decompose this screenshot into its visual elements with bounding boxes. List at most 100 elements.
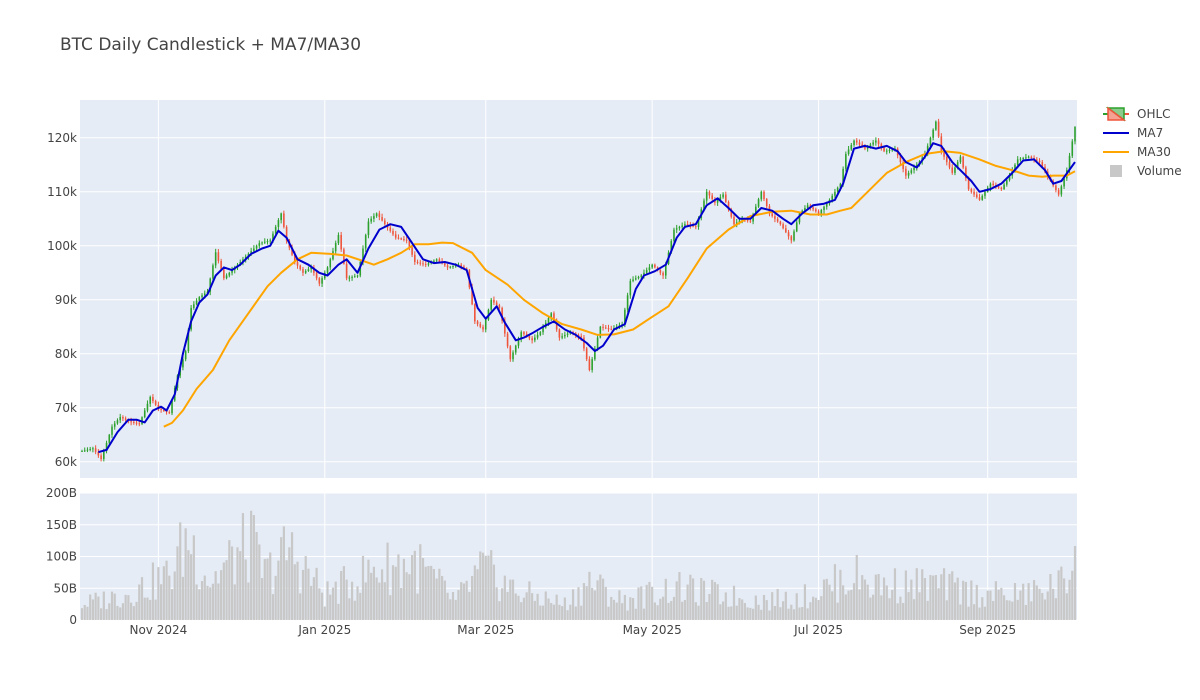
volume-bar <box>116 605 119 620</box>
volume-bar <box>631 598 635 620</box>
volume-bar <box>912 599 916 620</box>
volume-bar <box>972 604 976 620</box>
candle-body <box>847 149 850 154</box>
candle-body <box>198 297 201 301</box>
candle-body <box>774 216 776 219</box>
volume-bar <box>1022 583 1025 620</box>
volume-bar <box>806 608 809 620</box>
volume-bar <box>440 576 444 620</box>
candle-body <box>935 121 937 130</box>
ohlc-down-icon <box>1107 106 1127 121</box>
volume-bar <box>195 584 198 620</box>
volume-bar <box>629 597 632 620</box>
volume-bar <box>108 603 111 620</box>
candle-body <box>675 228 678 230</box>
volume-bar <box>438 568 441 620</box>
volume-bar <box>978 607 981 620</box>
candle-body <box>351 276 353 278</box>
candle-body <box>534 337 536 341</box>
volume-bar <box>509 579 512 620</box>
volume-bar <box>386 542 389 620</box>
price-tick-label: 120k <box>47 131 77 145</box>
candle-body <box>662 272 664 276</box>
candle-body <box>424 264 427 266</box>
candle-body <box>850 145 853 150</box>
volume-bar <box>754 595 757 620</box>
volume-bar <box>522 597 526 620</box>
candle-body <box>651 264 653 268</box>
volume-bar <box>110 591 114 620</box>
candle-body <box>640 275 643 277</box>
candle-body <box>697 218 700 227</box>
volume-bar <box>907 592 910 620</box>
candle-body <box>771 213 773 217</box>
volume-bar <box>659 598 662 620</box>
candle-body <box>779 221 782 225</box>
volume-bar <box>228 540 231 620</box>
volume-bar <box>476 569 479 620</box>
volume-bar <box>462 583 466 620</box>
volume-bar <box>962 580 965 620</box>
candle-body <box>392 230 394 235</box>
volume-bar <box>1046 591 1049 620</box>
volume-bar <box>372 566 375 620</box>
candle-body <box>624 309 626 325</box>
volume-bar <box>320 592 324 620</box>
candle-body <box>591 359 593 370</box>
volume-bar <box>225 560 228 620</box>
legend-item-ohlc[interactable]: OHLC <box>1103 106 1171 122</box>
candle-body <box>798 213 801 223</box>
volume-bar <box>200 581 204 620</box>
volume-bar <box>596 580 599 620</box>
candle-body <box>89 448 91 450</box>
volume-bar <box>501 588 504 620</box>
volume-bar <box>364 582 367 620</box>
volume-bar <box>1032 580 1036 620</box>
candle-body <box>310 267 312 270</box>
candle-body <box>419 262 422 264</box>
volume-bar <box>1013 583 1017 620</box>
volume-bar <box>97 596 100 620</box>
candle-body <box>1036 159 1038 161</box>
candle-body <box>907 172 910 176</box>
candle-body <box>795 222 798 232</box>
volume-bar <box>803 584 807 620</box>
volume-bar <box>571 589 575 620</box>
candle-body <box>962 156 964 168</box>
candle-body <box>263 241 266 243</box>
legend-item-ma7[interactable]: MA7 <box>1103 126 1163 140</box>
candle-body <box>427 263 430 265</box>
candle-body <box>337 235 340 244</box>
candle-body <box>875 140 877 143</box>
volume-bar <box>730 606 733 620</box>
volume-bar <box>424 566 427 620</box>
legend-label-ohlc: OHLC <box>1137 107 1171 121</box>
candle-body <box>160 408 162 410</box>
volume-bar <box>83 604 86 620</box>
candle-body <box>94 448 97 452</box>
candle-body <box>926 145 929 154</box>
legend[interactable]: OHLC MA7 MA30 Volume <box>1103 106 1182 178</box>
candle-body <box>422 263 424 265</box>
volume-bar <box>481 552 485 620</box>
candle-body <box>703 200 705 210</box>
volume-bar <box>345 579 348 620</box>
candle-body <box>839 183 842 188</box>
candle-body <box>776 218 779 222</box>
candle-body <box>823 206 825 211</box>
volume-bar <box>640 586 643 620</box>
volume-bar <box>151 562 155 620</box>
volume-bar <box>762 594 766 620</box>
volume-bar <box>222 562 225 620</box>
candle-body <box>629 280 632 296</box>
legend-item-ma30[interactable]: MA30 <box>1103 145 1171 159</box>
candle-body <box>514 345 517 353</box>
candle-body <box>315 272 318 279</box>
legend-item-volume[interactable]: Volume <box>1110 164 1182 178</box>
volume-bar <box>994 581 997 620</box>
candle-body <box>954 167 956 173</box>
volume-bar <box>670 600 673 620</box>
candle-body <box>165 411 168 413</box>
candle-body <box>400 238 402 240</box>
price-tick-label: 70k <box>55 401 77 415</box>
